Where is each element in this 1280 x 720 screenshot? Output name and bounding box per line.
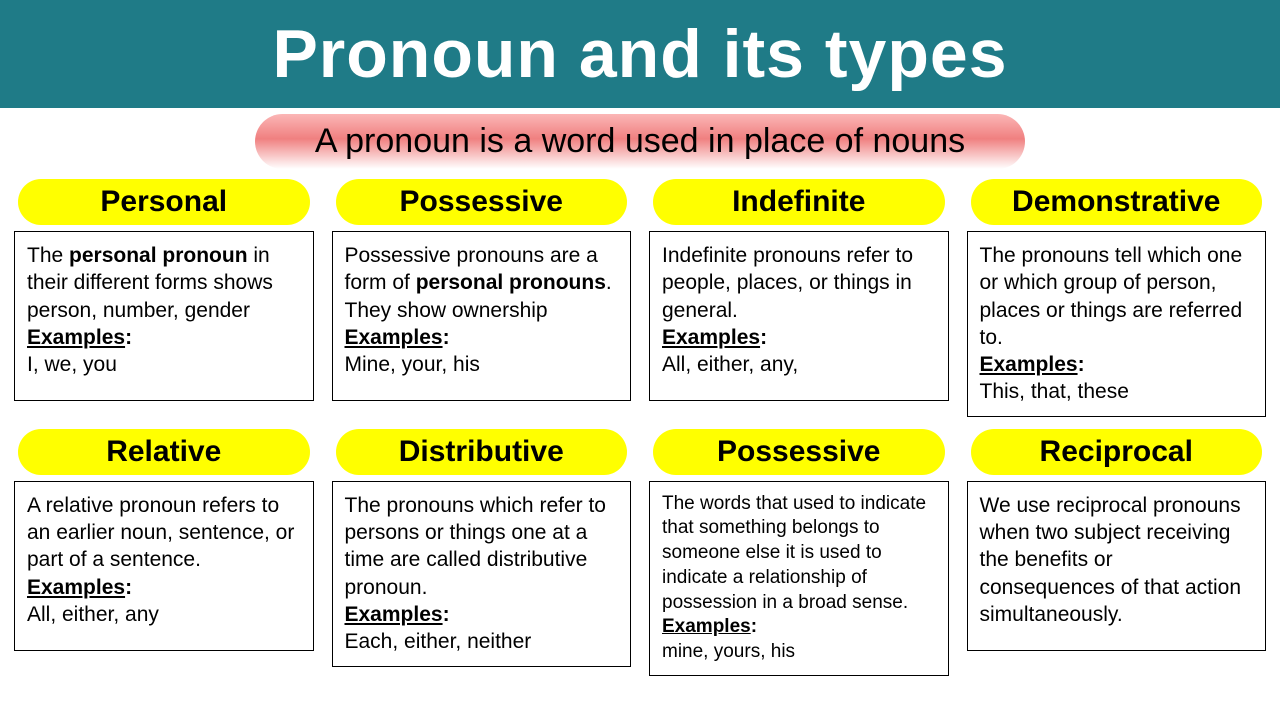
card-relative: Relative A relative pronoun refers to an …	[14, 429, 314, 676]
desc-pre: The pronouns which refer to persons or t…	[345, 494, 606, 599]
card-pill: Demonstrative	[971, 179, 1263, 225]
examples-value: All, either, any	[27, 601, 301, 628]
desc-pre: We use reciprocal pronouns when two subj…	[980, 494, 1242, 626]
card-pill: Possessive	[653, 429, 945, 475]
card-box: A relative pronoun refers to an earlier …	[14, 481, 314, 651]
examples-label: Examples	[662, 616, 751, 637]
desc-pre: A relative pronoun refers to an earlier …	[27, 494, 294, 572]
card-box: We use reciprocal pronouns when two subj…	[967, 481, 1267, 651]
card-box: The words that used to indicate that som…	[649, 481, 949, 676]
examples-label: Examples	[980, 353, 1078, 376]
examples-colon: :	[125, 576, 132, 599]
subtitle-container: A pronoun is a word used in place of nou…	[0, 114, 1280, 169]
card-description: A relative pronoun refers to an earlier …	[27, 492, 301, 574]
examples-value: This, that, these	[980, 378, 1254, 405]
examples-value: I, we, you	[27, 351, 301, 378]
examples-label: Examples	[345, 326, 443, 349]
page-title: Pronoun and its types	[272, 15, 1007, 93]
card-demonstrative: Demonstrative The pronouns tell which one…	[967, 179, 1267, 417]
examples-colon: :	[1078, 353, 1085, 376]
card-description: Possessive pronouns are a form of person…	[345, 242, 619, 324]
desc-pre: The pronouns tell which one or which gro…	[980, 244, 1243, 349]
examples-value: All, either, any,	[662, 351, 936, 378]
card-box: Possessive pronouns are a form of person…	[332, 231, 632, 401]
card-pill: Distributive	[336, 429, 628, 475]
card-pill: Indefinite	[653, 179, 945, 225]
desc-pre: The words that used to indicate that som…	[662, 493, 926, 613]
examples-colon: :	[751, 616, 757, 637]
card-possessive: Possessive The words that used to indicat…	[649, 429, 949, 676]
examples-label: Examples	[27, 326, 125, 349]
card-distributive: Distributive The pronouns which refer to …	[332, 429, 632, 676]
examples-label: Examples	[662, 326, 760, 349]
card-description: Indefinite pronouns refer to people, pla…	[662, 242, 936, 324]
card-description: The pronouns tell which one or which gro…	[980, 242, 1254, 351]
card-box: The personal pronoun in their different …	[14, 231, 314, 401]
cards-grid: Personal The personal pronoun in their di…	[0, 179, 1280, 676]
card-description: We use reciprocal pronouns when two subj…	[980, 492, 1254, 628]
card-reciprocal: Reciprocal We use reciprocal pronouns whe…	[967, 429, 1267, 676]
subtitle-pill: A pronoun is a word used in place of nou…	[255, 114, 1025, 169]
examples-colon: :	[760, 326, 767, 349]
card-description: The words that used to indicate that som…	[662, 492, 936, 615]
card-box: The pronouns which refer to persons or t…	[332, 481, 632, 667]
card-box: The pronouns tell which one or which gro…	[967, 231, 1267, 417]
card-personal: Personal The personal pronoun in their di…	[14, 179, 314, 417]
desc-pre: The	[27, 244, 69, 267]
card-pill: Reciprocal	[971, 429, 1263, 475]
desc-pre: Indefinite pronouns refer to people, pla…	[662, 244, 913, 322]
card-description: The pronouns which refer to persons or t…	[345, 492, 619, 601]
examples-value: Each, either, neither	[345, 628, 619, 655]
card-indefinite: Indefinite Indefinite pronouns refer to p…	[649, 179, 949, 417]
examples-label: Examples	[27, 576, 125, 599]
desc-bold: personal pronoun	[69, 244, 248, 267]
header-banner: Pronoun and its types	[0, 0, 1280, 108]
examples-label: Examples	[345, 603, 443, 626]
card-description: The personal pronoun in their different …	[27, 242, 301, 324]
desc-bold: personal pronouns	[416, 271, 606, 294]
card-possessive: Possessive Possessive pronouns are a form…	[332, 179, 632, 417]
examples-value: mine, yours, his	[662, 640, 936, 665]
examples-colon: :	[443, 603, 450, 626]
examples-colon: :	[125, 326, 132, 349]
examples-colon: :	[443, 326, 450, 349]
card-box: Indefinite pronouns refer to people, pla…	[649, 231, 949, 401]
card-pill: Personal	[18, 179, 310, 225]
card-pill: Possessive	[336, 179, 628, 225]
examples-value: Mine, your, his	[345, 351, 619, 378]
card-pill: Relative	[18, 429, 310, 475]
